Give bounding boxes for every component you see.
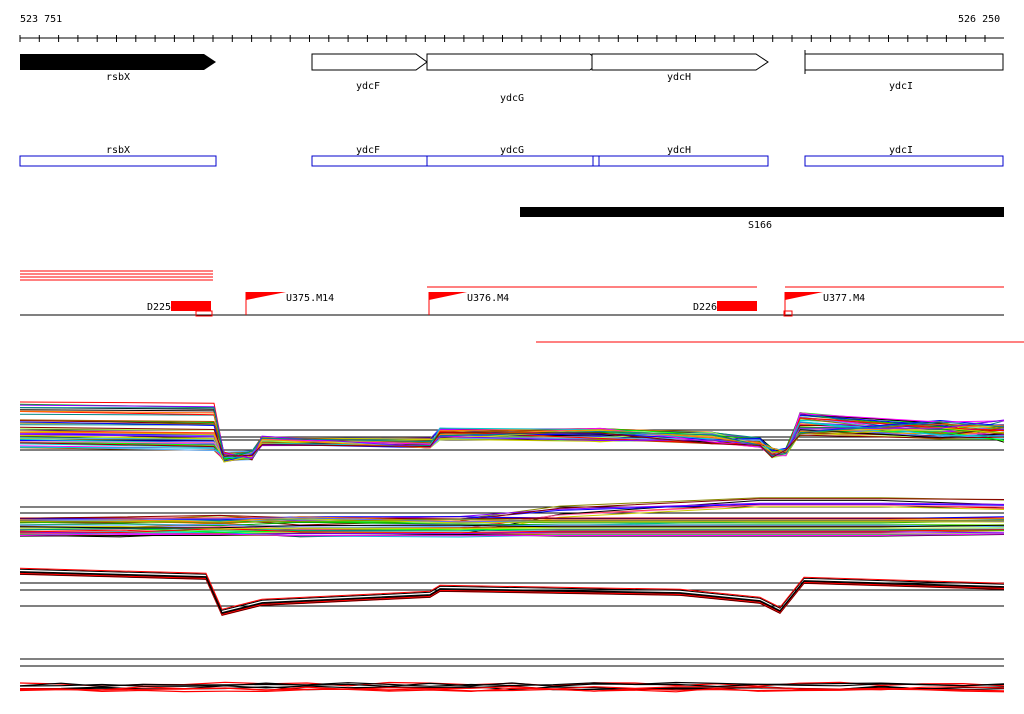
annotation-label-rsbX: rsbX [106, 145, 130, 156]
gene-arrow-rsbX[interactable] [20, 54, 216, 70]
deletion-label-D226: D226 [693, 302, 717, 313]
coordinate-ruler [19, 35, 1004, 42]
gene-track: rsbX ydcF ydcG ydcH ydcI [20, 50, 1004, 104]
gene-arrow-ydcH[interactable] [591, 53, 769, 71]
deletion-block-D226[interactable] [717, 301, 757, 311]
gene-label-rsbX: rsbX [106, 72, 130, 83]
gene-label-ydcF: ydcF [356, 81, 380, 92]
gene-label-ydcI: ydcI [889, 81, 913, 92]
gene-arrow-ydcG[interactable] [426, 53, 601, 71]
gene-label-ydcH: ydcH [667, 72, 691, 83]
feature-track: D225 D226 U375.M14 U376.M4 U377.M4 [20, 270, 1024, 343]
transcript-flag-U375[interactable] [245, 292, 286, 315]
expression-panel-1 [19, 401, 1005, 463]
annotation-label-ydcF: ydcF [356, 145, 380, 156]
annotation-label-ydcH: ydcH [667, 145, 691, 156]
ruler-end-coordinate: 526 250 [958, 14, 1001, 25]
annotation-box-ydcG[interactable] [426, 155, 594, 167]
expression-panel-2 [19, 497, 1005, 538]
annotation-label-ydcG: ydcG [500, 145, 524, 156]
region-track: S166 [520, 207, 1004, 231]
deletion-block-D225[interactable] [171, 301, 211, 311]
annotation-box-ydcH[interactable] [592, 155, 769, 167]
transcript-flag-U376[interactable] [428, 292, 467, 315]
region-bar-S166[interactable] [520, 207, 1004, 217]
deletion-label-D225: D225 [147, 302, 171, 313]
transcript-flag-U377[interactable] [783, 292, 823, 317]
gene-arrow-ydcF[interactable] [311, 53, 428, 71]
region-label: S166 [748, 220, 772, 231]
annotation-box-ydcF[interactable] [311, 155, 428, 167]
annotation-box-ydcI[interactable] [804, 155, 1004, 167]
annotation-label-ydcI: ydcI [889, 145, 913, 156]
expression-panel-4 [19, 658, 1005, 693]
transcript-label-U375: U375.M14 [286, 293, 334, 304]
transcript-label-U376: U376.M4 [467, 293, 509, 304]
expression-panel-3 [19, 567, 1005, 616]
transcript-label-U377: U377.M4 [823, 293, 865, 304]
gene-label-ydcG: ydcG [500, 93, 524, 104]
annotation-box-track: rsbX ydcF ydcG ydcH ydcI [19, 145, 1004, 167]
ruler-start-coordinate: 523 751 [20, 14, 63, 25]
stacked-red-lines [20, 270, 213, 281]
gene-arrow-ydcI[interactable] [804, 53, 1004, 71]
annotation-box-rsbX[interactable] [19, 155, 217, 167]
